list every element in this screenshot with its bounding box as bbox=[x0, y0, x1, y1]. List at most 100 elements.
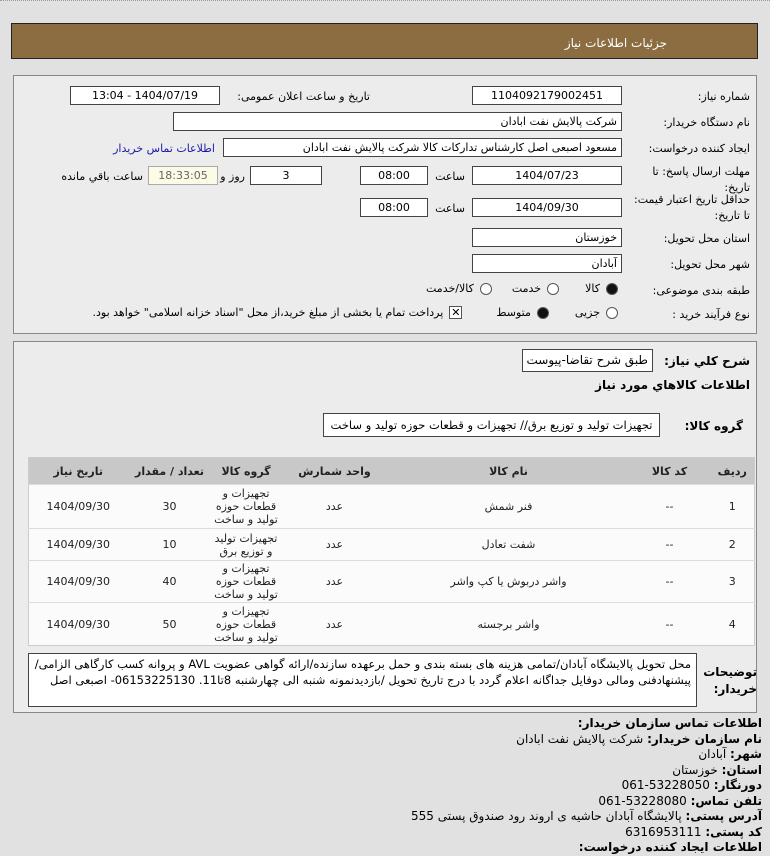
item-name: شفت تعادل bbox=[388, 528, 629, 561]
radio-medium-label: متوسط bbox=[496, 306, 531, 319]
remaining-label: ساعت باقي مانده bbox=[61, 170, 143, 183]
buyer-contact-link[interactable]: اطلاعات تماس خریدار bbox=[113, 142, 215, 155]
item-name: واشر دربوش یا کپ واشر bbox=[388, 560, 629, 603]
buyer-field: شرکت پالایش نفت ابادان bbox=[173, 112, 622, 131]
announce-field: 1404/07/19 - 13:04 bbox=[70, 86, 220, 105]
deadline-date-field: 1404/07/23 bbox=[472, 166, 622, 185]
deadline-time-label: ساعت bbox=[435, 170, 465, 183]
creator-info-title: اطلاعات ایجاد کننده درخواست: bbox=[578, 840, 762, 854]
payment-checkbox[interactable]: ✕ bbox=[449, 306, 463, 319]
days-label: روز و bbox=[220, 170, 245, 183]
creator-label: ایجاد کننده درخواست: bbox=[648, 142, 750, 155]
contact-title: اطلاعات تماس سازمان خریدار: bbox=[577, 716, 762, 730]
col-row: ردیف bbox=[710, 457, 755, 485]
top-divider bbox=[0, 0, 770, 2]
creator-field: مسعود اصبعی اصل کارشناس تدارکات کالا شرک… bbox=[223, 138, 622, 157]
address-label: آدرس پستی: bbox=[685, 809, 762, 823]
quantity: 30 bbox=[127, 484, 212, 529]
notes-label: توضیحات خریدار: bbox=[703, 665, 757, 696]
need-date: 1404/09/30 bbox=[28, 528, 128, 561]
phone-label: تلفن تماس: bbox=[690, 793, 762, 808]
days-field: 3 bbox=[250, 166, 322, 185]
contact-city-value: آبادان bbox=[698, 747, 727, 761]
process-label: نوع فرآیند خرید : bbox=[672, 308, 750, 321]
item-group: تجهیزات و قطعات حوزه تولید و ساخت bbox=[211, 602, 281, 646]
radio-goods-service-label: کالا/خدمت bbox=[426, 282, 474, 295]
contact-province-value: خوزستان bbox=[672, 762, 718, 777]
notes-box: محل تحویل پالایشگاه آبادان/تمامی هزینه ه… bbox=[28, 653, 697, 707]
item-group: تجهیزات و قطعات حوزه تولید و ساخت bbox=[211, 560, 281, 603]
province-field: خوزستان bbox=[472, 228, 622, 247]
unit: عدد bbox=[280, 560, 389, 603]
item-code: -- bbox=[628, 602, 711, 646]
item-code: -- bbox=[628, 484, 711, 529]
page-header: جزئیات اطلاعات نیاز bbox=[11, 23, 758, 59]
postal-value: 6316953111 bbox=[625, 824, 702, 839]
radio-goods-label: کالا bbox=[585, 282, 600, 295]
remaining-time-field: 18:33:05 bbox=[148, 166, 218, 185]
col-unit: واحد شمارش bbox=[280, 457, 389, 485]
quantity: 50 bbox=[127, 602, 212, 646]
summary-label: شرح کلي نیاز: bbox=[664, 354, 750, 368]
validity-date-field: 1404/09/30 bbox=[472, 198, 622, 217]
col-qty: تعداد / مقدار bbox=[127, 457, 212, 485]
need-date: 1404/09/30 bbox=[28, 560, 128, 603]
phone-value: 061-53228080 bbox=[598, 793, 687, 808]
radio-minor[interactable] bbox=[606, 306, 618, 319]
category-label: طبقه بندی موضوعی: bbox=[652, 284, 750, 297]
need-number-field: 1104092179002451 bbox=[472, 86, 622, 105]
radio-medium[interactable] bbox=[536, 306, 549, 319]
radio-service-label: خدمت bbox=[511, 282, 542, 295]
row-number: 3 bbox=[710, 560, 755, 603]
fax-label: دورنگار: bbox=[713, 778, 762, 792]
col-code: کد کالا bbox=[628, 457, 711, 485]
org-value: شرکت پالایش نفت ابادان bbox=[516, 731, 644, 746]
goods-title: اطلاعات کالاهاي مورد نیاز bbox=[595, 378, 750, 392]
unit: عدد bbox=[280, 602, 389, 646]
need-date: 1404/09/30 bbox=[28, 484, 128, 529]
col-name: نام کالا bbox=[388, 457, 629, 485]
group-field: تجهیزات تولید و توزیع برق// تجهیزات و قط… bbox=[323, 413, 660, 437]
radio-minor-label: جزیی bbox=[574, 306, 600, 319]
radio-service[interactable] bbox=[547, 282, 560, 295]
need-date: 1404/09/30 bbox=[28, 602, 128, 646]
category-radio-group: کالا خدمت کالا/خدمت bbox=[426, 282, 618, 295]
announce-label: تاریخ و ساعت اعلان عمومی: bbox=[237, 90, 370, 103]
postal-label: کد پستی: bbox=[705, 824, 762, 839]
quantity: 10 bbox=[127, 528, 212, 561]
quantity: 40 bbox=[127, 560, 212, 603]
city-label: شهر محل تحویل: bbox=[670, 258, 750, 271]
buyer-label: نام دستگاه خریدار: bbox=[663, 116, 750, 129]
deadline-label: مهلت ارسال پاسخ: تا تاریخ: bbox=[652, 165, 750, 194]
contact-province-label: استان: bbox=[721, 762, 762, 777]
radio-goods-service[interactable] bbox=[479, 282, 492, 295]
table-row: 1 -- فنر شمش عدد تجهیزات و قطعات حوزه تولید … bbox=[28, 484, 755, 529]
payment-note: پرداخت تمام یا بخشی از مبلغ خرید،از محل … bbox=[92, 306, 444, 319]
buyer-contact-section: اطلاعات تماس سازمان خریدار: نام سازمان خ… bbox=[411, 716, 762, 856]
row-number: 4 bbox=[710, 602, 755, 646]
group-label: گروه کالا: bbox=[684, 419, 743, 433]
table-row: 3 -- واشر دربوش یا کپ واشر عدد تجهیزات و قطع… bbox=[28, 560, 755, 603]
item-group: تجهیزات و قطعات حوزه تولید و ساخت bbox=[211, 484, 281, 529]
validity-time-label: ساعت bbox=[435, 202, 465, 215]
need-number-label: شماره نیاز: bbox=[697, 90, 750, 103]
item-name: فنر شمش bbox=[388, 484, 629, 529]
validity-time-field: 08:00 bbox=[360, 198, 428, 217]
province-label: استان محل تحویل: bbox=[663, 232, 750, 245]
address-value: پالایشگاه آبادان حاشیه ی اروند رود صندوق… bbox=[411, 809, 682, 823]
fax-value: 061-53228050 bbox=[621, 778, 710, 792]
item-code: -- bbox=[628, 560, 711, 603]
item-name: واشر برجسته bbox=[388, 602, 629, 646]
goods-table: ردیف کد کالا نام کالا واحد شمارش گروه کا… bbox=[28, 457, 755, 646]
table-row: 2 -- شفت تعادل عدد تجهیزات تولید و توزیع برق… bbox=[28, 528, 755, 561]
row-number: 1 bbox=[710, 484, 755, 529]
item-group: تجهیزات تولید و توزیع برق bbox=[211, 528, 281, 561]
validity-label: حداقل تاریخ اعتبار قیمت: تا تاریخ: bbox=[634, 193, 750, 222]
row-number: 2 bbox=[710, 528, 755, 561]
unit: عدد bbox=[280, 528, 389, 561]
table-row: 4 -- واشر برجسته عدد تجهیزات و قطعات حوزه تو… bbox=[28, 602, 755, 646]
summary-field: طبق شرح تقاضا-پیوست bbox=[522, 349, 653, 372]
contact-city-label: شهر: bbox=[730, 747, 762, 761]
city-field: آبادان bbox=[472, 254, 622, 273]
radio-goods[interactable] bbox=[606, 282, 618, 295]
